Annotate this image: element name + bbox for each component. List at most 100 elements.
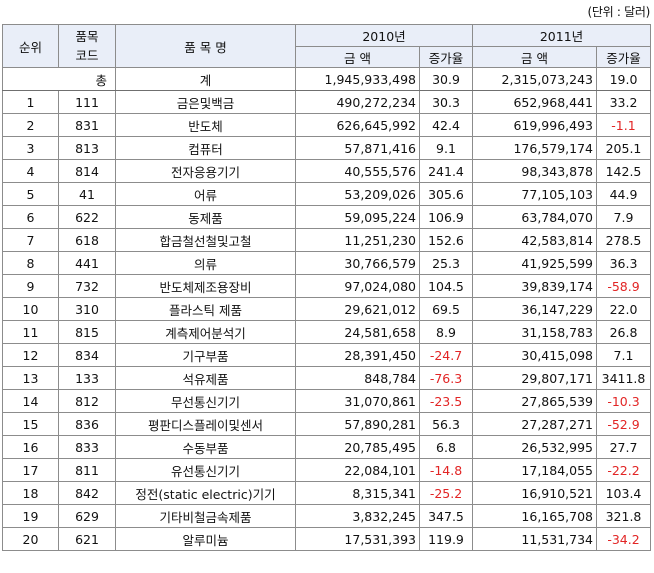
cell-growth-2010: -24.7 <box>419 343 473 367</box>
cell-rank: 1 <box>2 90 59 114</box>
cell-item-name: 평판디스플레이및센서 <box>115 412 296 436</box>
import-items-table: 순위 품목 코드 품 목 명 2010년 2011년 금 액 증가율 금 액 증… <box>2 24 651 551</box>
cell-item-name: 기구부품 <box>115 343 296 367</box>
cell-amount-2010: 20,785,495 <box>295 435 420 459</box>
cell-amount-2010: 8,315,341 <box>295 481 420 505</box>
cell-amount-2011: 98,343,878 <box>472 159 597 183</box>
cell-growth-2010: 42.4 <box>419 113 473 137</box>
header-item-name: 품 목 명 <box>115 24 296 68</box>
cell-code: 812 <box>58 389 116 413</box>
cell-item-name: 반도체제조용장비 <box>115 274 296 298</box>
cell-growth-2010: 6.8 <box>419 435 473 459</box>
cell-rank: 17 <box>2 458 59 482</box>
table-row: 19 629 기타비철금속제품 3,832,245 347.5 16,165,708 321… <box>2 504 651 528</box>
cell-item-name: 의류 <box>115 251 296 275</box>
cell-growth-2010: 69.5 <box>419 297 473 321</box>
cell-item-name: 계측제어분석기 <box>115 320 296 344</box>
cell-growth-2010: -23.5 <box>419 389 473 413</box>
cell-rank: 5 <box>2 182 59 206</box>
header-amount-2011: 금 액 <box>472 46 597 68</box>
cell-rank: 18 <box>2 481 59 505</box>
cell-code: 831 <box>58 113 116 137</box>
cell-growth-2010: 104.5 <box>419 274 473 298</box>
cell-growth-2011: -10.3 <box>596 389 651 413</box>
cell-amount-2011: 16,910,521 <box>472 481 597 505</box>
cell-amount-2010: 57,871,416 <box>295 136 420 160</box>
cell-amount-2011: 41,925,599 <box>472 251 597 275</box>
cell-growth-2011: -52.9 <box>596 412 651 436</box>
cell-growth-2010: 8.9 <box>419 320 473 344</box>
cell-code: 814 <box>58 159 116 183</box>
cell-growth-2011: 22.0 <box>596 297 651 321</box>
cell-item-name: 어류 <box>115 182 296 206</box>
total-label-b: 계 <box>115 67 296 91</box>
cell-amount-2011: 26,532,995 <box>472 435 597 459</box>
cell-amount-2011: 29,807,171 <box>472 366 597 390</box>
table-row: 2 831 반도체 626,645,992 42.4 619,996,493 -1.1 <box>2 113 651 137</box>
header-growth-2011: 증가율 <box>596 46 651 68</box>
table-row: 18 842 정전(static electric)기기 8,315,341 -25.2… <box>2 481 651 505</box>
cell-amount-2010: 17,531,393 <box>295 527 420 551</box>
cell-growth-2010: 56.3 <box>419 412 473 436</box>
cell-growth-2010: 25.3 <box>419 251 473 275</box>
table-row: 8 441 의류 30,766,579 25.3 41,925,599 36.3 <box>2 251 651 275</box>
table-row: 20 621 알루미늄 17,531,393 119.9 11,531,734 -34.2 <box>2 527 651 551</box>
cell-amount-2011: 16,165,708 <box>472 504 597 528</box>
cell-code: 41 <box>58 182 116 206</box>
cell-amount-2010: 31,070,861 <box>295 389 420 413</box>
cell-code: 732 <box>58 274 116 298</box>
cell-rank: 6 <box>2 205 59 229</box>
cell-item-name: 석유제품 <box>115 366 296 390</box>
cell-amount-2011: 652,968,441 <box>472 90 597 114</box>
table-row: 7 618 합금철선철및고철 11,251,230 152.6 42,583,814 278… <box>2 228 651 252</box>
unit-note: (단위 : 달러) <box>587 5 651 19</box>
cell-item-name: 금은및백금 <box>115 90 296 114</box>
cell-amount-2011: 39,839,174 <box>472 274 597 298</box>
cell-growth-2011: -22.2 <box>596 458 651 482</box>
cell-growth-2011: 205.1 <box>596 136 651 160</box>
cell-code: 133 <box>58 366 116 390</box>
cell-item-name: 플라스틱 제품 <box>115 297 296 321</box>
cell-amount-2010: 97,024,080 <box>295 274 420 298</box>
cell-amount-2011: 27,287,271 <box>472 412 597 436</box>
cell-growth-2010: -25.2 <box>419 481 473 505</box>
cell-item-name: 수동부품 <box>115 435 296 459</box>
cell-rank: 3 <box>2 136 59 160</box>
cell-rank: 8 <box>2 251 59 275</box>
table-row: 17 811 유선통신기기 22,084,101 -14.8 17,184,055 -22.… <box>2 458 651 482</box>
cell-growth-2011: -34.2 <box>596 527 651 551</box>
header-growth-2010: 증가율 <box>419 46 473 68</box>
cell-growth-2010: -14.8 <box>419 458 473 482</box>
cell-growth-2011: 142.5 <box>596 159 651 183</box>
cell-growth-2010: 9.1 <box>419 136 473 160</box>
cell-growth-2010: 347.5 <box>419 504 473 528</box>
cell-amount-2010: 848,784 <box>295 366 420 390</box>
cell-amount-2011: 619,996,493 <box>472 113 597 137</box>
cell-amount-2010: 30,766,579 <box>295 251 420 275</box>
cell-growth-2010: 30.3 <box>419 90 473 114</box>
cell-amount-2011: 176,579,174 <box>472 136 597 160</box>
cell-code: 813 <box>58 136 116 160</box>
cell-amount-2010: 40,555,576 <box>295 159 420 183</box>
cell-amount-2011: 36,147,229 <box>472 297 597 321</box>
cell-item-name: 유선통신기기 <box>115 458 296 482</box>
table-row: 13 133 석유제품 848,784 -76.3 29,807,171 3411.8 <box>2 366 651 390</box>
cell-rank: 7 <box>2 228 59 252</box>
table-row: 12 834 기구부품 28,391,450 -24.7 30,415,098 7.1 <box>2 343 651 367</box>
cell-rank: 16 <box>2 435 59 459</box>
cell-amount-2010: 29,621,012 <box>295 297 420 321</box>
cell-item-name: 무선통신기기 <box>115 389 296 413</box>
cell-code: 441 <box>58 251 116 275</box>
table-row: 16 833 수동부품 20,785,495 6.8 26,532,995 27.7 <box>2 435 651 459</box>
cell-growth-2011: -58.9 <box>596 274 651 298</box>
cell-amount-2010: 28,391,450 <box>295 343 420 367</box>
cell-growth-2010: 305.6 <box>419 182 473 206</box>
cell-code: 618 <box>58 228 116 252</box>
cell-amount-2010: 59,095,224 <box>295 205 420 229</box>
cell-rank: 20 <box>2 527 59 551</box>
cell-growth-2011: 7.1 <box>596 343 651 367</box>
cell-item-name: 합금철선철및고철 <box>115 228 296 252</box>
cell-rank: 12 <box>2 343 59 367</box>
total-growth-2011: 19.0 <box>596 67 651 91</box>
